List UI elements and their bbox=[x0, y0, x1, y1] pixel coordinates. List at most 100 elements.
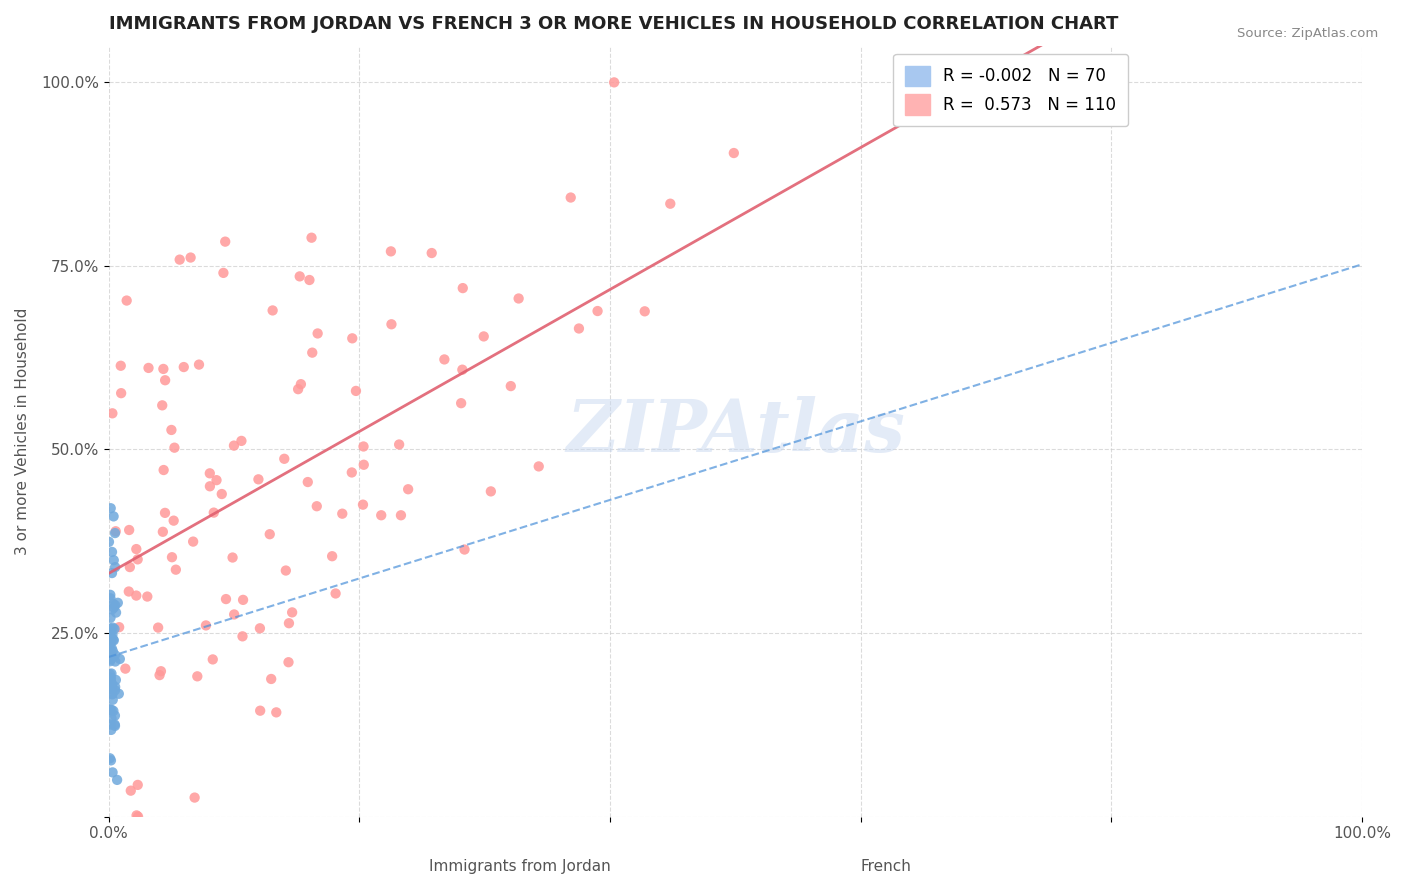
Point bbox=[723, 146, 745, 161]
Point bbox=[232, 593, 254, 607]
Point bbox=[169, 252, 191, 267]
Point bbox=[163, 441, 186, 455]
Point bbox=[103, 704, 125, 718]
Point bbox=[150, 398, 173, 412]
Point bbox=[215, 592, 238, 607]
Point bbox=[101, 677, 124, 691]
Point bbox=[288, 269, 311, 284]
Point bbox=[104, 683, 127, 698]
Point bbox=[508, 292, 530, 306]
Point bbox=[451, 281, 474, 295]
Point bbox=[100, 641, 122, 656]
Point bbox=[125, 808, 148, 822]
Point bbox=[104, 599, 127, 613]
Point bbox=[301, 345, 323, 359]
Point bbox=[101, 621, 124, 635]
Text: Source: ZipAtlas.com: Source: ZipAtlas.com bbox=[1237, 27, 1378, 40]
Point bbox=[340, 466, 363, 480]
Point bbox=[104, 526, 127, 541]
Point bbox=[499, 379, 522, 393]
Point bbox=[108, 620, 131, 634]
Point bbox=[100, 674, 122, 689]
Point bbox=[380, 318, 402, 332]
Point bbox=[222, 439, 245, 453]
Point bbox=[115, 293, 138, 308]
Point bbox=[103, 509, 125, 524]
Point bbox=[101, 644, 124, 658]
Point bbox=[231, 629, 253, 643]
Point bbox=[100, 651, 122, 665]
Point bbox=[586, 304, 609, 318]
Point bbox=[173, 359, 195, 374]
Point bbox=[100, 591, 122, 606]
Y-axis label: 3 or more Vehicles in Household: 3 or more Vehicles in Household bbox=[15, 308, 30, 555]
Point bbox=[104, 648, 127, 662]
Point bbox=[101, 692, 124, 706]
Point bbox=[101, 566, 124, 580]
Point bbox=[100, 681, 122, 696]
Point bbox=[152, 362, 174, 376]
Point bbox=[297, 475, 319, 489]
Point bbox=[353, 458, 375, 472]
Point bbox=[194, 618, 217, 632]
Point bbox=[307, 326, 329, 341]
Point bbox=[224, 607, 246, 622]
Point bbox=[103, 553, 125, 567]
Point bbox=[353, 440, 375, 454]
Point bbox=[266, 706, 288, 720]
Point bbox=[153, 506, 176, 520]
Point bbox=[165, 563, 187, 577]
Point bbox=[127, 809, 149, 823]
Point bbox=[603, 75, 626, 89]
Point bbox=[101, 765, 124, 780]
Point bbox=[105, 772, 128, 787]
Point bbox=[388, 437, 411, 451]
Point bbox=[380, 244, 402, 259]
Point bbox=[100, 634, 122, 648]
Point bbox=[281, 606, 304, 620]
Point bbox=[342, 331, 364, 345]
Point bbox=[104, 560, 127, 574]
Point bbox=[100, 648, 122, 662]
Point bbox=[103, 632, 125, 647]
Text: Immigrants from Jordan: Immigrants from Jordan bbox=[429, 859, 612, 874]
Point bbox=[186, 669, 208, 683]
Point bbox=[262, 303, 284, 318]
Point bbox=[101, 545, 124, 559]
Point bbox=[450, 396, 472, 410]
Point bbox=[231, 434, 253, 448]
Point bbox=[221, 550, 243, 565]
Text: ZIPAtlas: ZIPAtlas bbox=[567, 396, 905, 467]
Point bbox=[273, 451, 295, 466]
Point bbox=[103, 597, 125, 611]
Point bbox=[98, 751, 121, 765]
Legend: R = -0.002   N = 70, R =  0.573   N = 110: R = -0.002 N = 70, R = 0.573 N = 110 bbox=[893, 54, 1128, 127]
Point bbox=[298, 273, 321, 287]
Point bbox=[103, 622, 125, 636]
Point bbox=[98, 640, 121, 655]
Point bbox=[181, 534, 204, 549]
Point bbox=[100, 636, 122, 650]
Point bbox=[321, 549, 343, 564]
Text: IMMIGRANTS FROM JORDAN VS FRENCH 3 OR MORE VEHICLES IN HOUSEHOLD CORRELATION CHA: IMMIGRANTS FROM JORDAN VS FRENCH 3 OR MO… bbox=[108, 15, 1118, 33]
Point bbox=[202, 506, 225, 520]
Point bbox=[278, 616, 301, 631]
Point bbox=[101, 687, 124, 701]
Point bbox=[104, 680, 127, 694]
Point bbox=[433, 352, 456, 367]
Point bbox=[100, 711, 122, 725]
Point bbox=[125, 542, 148, 557]
Point bbox=[110, 359, 132, 373]
Point bbox=[560, 190, 582, 204]
Point bbox=[138, 360, 160, 375]
Point bbox=[125, 589, 148, 603]
Point bbox=[453, 542, 475, 557]
Point bbox=[118, 560, 141, 574]
Point bbox=[153, 373, 176, 387]
Point bbox=[118, 523, 141, 537]
Point bbox=[127, 778, 149, 792]
Point bbox=[259, 527, 281, 541]
Point bbox=[479, 484, 502, 499]
Point bbox=[114, 662, 136, 676]
Point bbox=[100, 717, 122, 731]
